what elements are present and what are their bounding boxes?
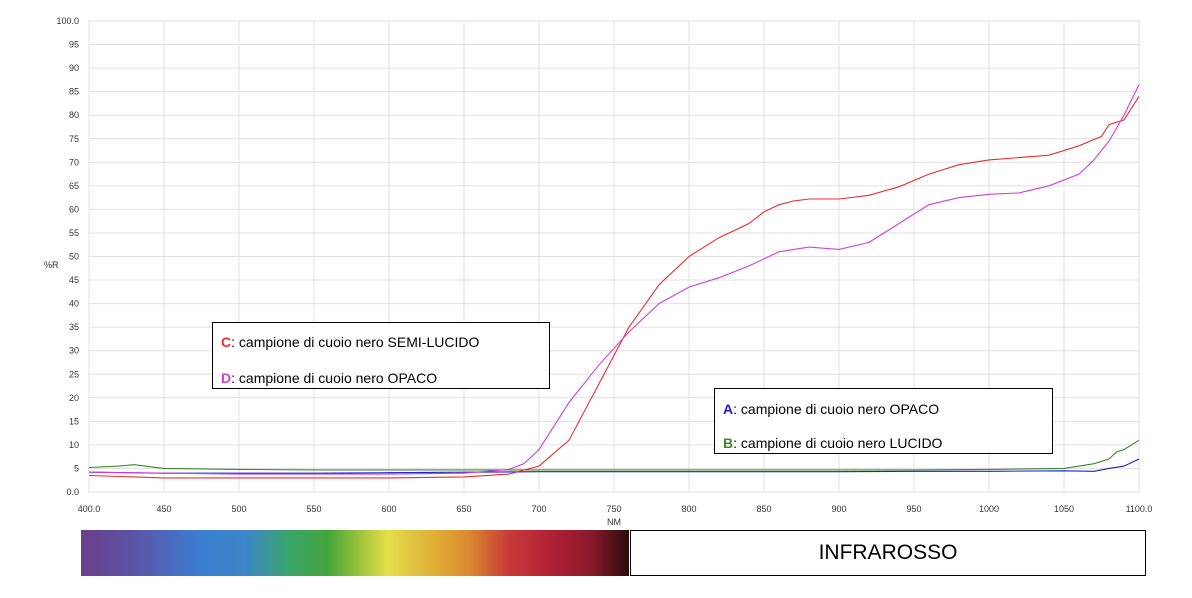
y-tick-label: 90: [69, 63, 79, 73]
y-axis-label: %R: [44, 260, 59, 270]
legend-entry-a: A: campione di cuoio nero OPACO: [723, 401, 939, 417]
y-tick-label: 20: [69, 393, 79, 403]
x-tick-label: 400.0: [78, 504, 101, 514]
y-tick-label: 15: [69, 416, 79, 426]
x-tick-label: 1000: [979, 504, 999, 514]
x-tick-label: 950: [906, 504, 921, 514]
visible-spectrum-bar: [81, 530, 629, 576]
x-tick-label: 900: [831, 504, 846, 514]
y-tick-label: 0.0: [66, 487, 79, 497]
y-axis-ticks: 0.0 5 10 15 20 25 30 35 40 45 50 55 60 65 70 75 80 85 90 95…: [56, 16, 79, 497]
x-tick-label: 850: [756, 504, 771, 514]
x-tick-label: 600: [381, 504, 396, 514]
y-tick-label: 25: [69, 369, 79, 379]
legend-text-b: : campione di cuoio nero LUCIDO: [733, 435, 943, 451]
y-tick-label: 95: [69, 40, 79, 50]
x-tick-label: 750: [606, 504, 621, 514]
legend-key-c: C: [221, 334, 232, 350]
y-tick-label: 50: [69, 252, 79, 262]
legend-key-a: A: [723, 401, 734, 417]
y-tick-label: 35: [69, 322, 79, 332]
series-line-d: [88, 84, 1140, 475]
legend-key-d: D: [221, 370, 232, 386]
x-tick-label: 500: [231, 504, 246, 514]
y-tick-label: 65: [69, 181, 79, 191]
y-tick-label: 85: [69, 87, 79, 97]
y-tick-label: 55: [69, 228, 79, 238]
series-lines: [88, 84, 1140, 479]
y-tick-label: 70: [69, 157, 79, 167]
series-line-a: [88, 458, 1140, 474]
y-tick-label: 5: [74, 463, 79, 473]
y-tick-label: 40: [69, 299, 79, 309]
legend-entry-b: B: campione di cuoio nero LUCIDO: [723, 435, 942, 451]
y-tick-label: 100.0: [56, 16, 79, 26]
infrared-box: INFRAROSSO: [630, 530, 1146, 576]
x-tick-label: 450: [156, 504, 171, 514]
x-tick-label: 700: [531, 504, 546, 514]
x-tick-label: 1050: [1054, 504, 1074, 514]
series-line-b: [88, 439, 1140, 471]
y-tick-label: 80: [69, 110, 79, 120]
y-tick-label: 75: [69, 134, 79, 144]
y-tick-label: 10: [69, 440, 79, 450]
legend-entry-d: D: campione di cuoio nero OPACO: [221, 370, 437, 386]
y-tick-label: 45: [69, 275, 79, 285]
x-axis-label: NM: [607, 517, 621, 527]
x-axis-ticks: 400.0 450 500 550 600 650 700 750 800 850 900 950 10…: [78, 504, 1153, 514]
infrared-label: INFRAROSSO: [818, 541, 958, 564]
series-line-c: [88, 96, 1140, 479]
legend-text-a: : campione di cuoio nero OPACO: [733, 401, 940, 417]
legend-entry-c: C: campione di cuoio nero SEMI-LUCIDO: [221, 334, 479, 350]
legend-upper: C: campione di cuoio nero SEMI-LUCIDO D:…: [212, 322, 550, 389]
x-tick-label: 550: [306, 504, 321, 514]
x-tick-label: 1100.0: [1126, 504, 1153, 514]
y-tick-label: 60: [69, 204, 79, 214]
grid-lines: [88, 20, 1140, 493]
x-tick-label: 650: [456, 504, 471, 514]
legend-key-b: B: [723, 435, 734, 451]
legend-text-c: : campione di cuoio nero SEMI-LUCIDO: [231, 334, 480, 350]
legend-lower: A: campione di cuoio nero OPACO B: campi…: [714, 388, 1053, 454]
legend-text-d: : campione di cuoio nero OPACO: [231, 370, 438, 386]
y-tick-label: 30: [69, 346, 79, 356]
x-tick-label: 800: [681, 504, 696, 514]
